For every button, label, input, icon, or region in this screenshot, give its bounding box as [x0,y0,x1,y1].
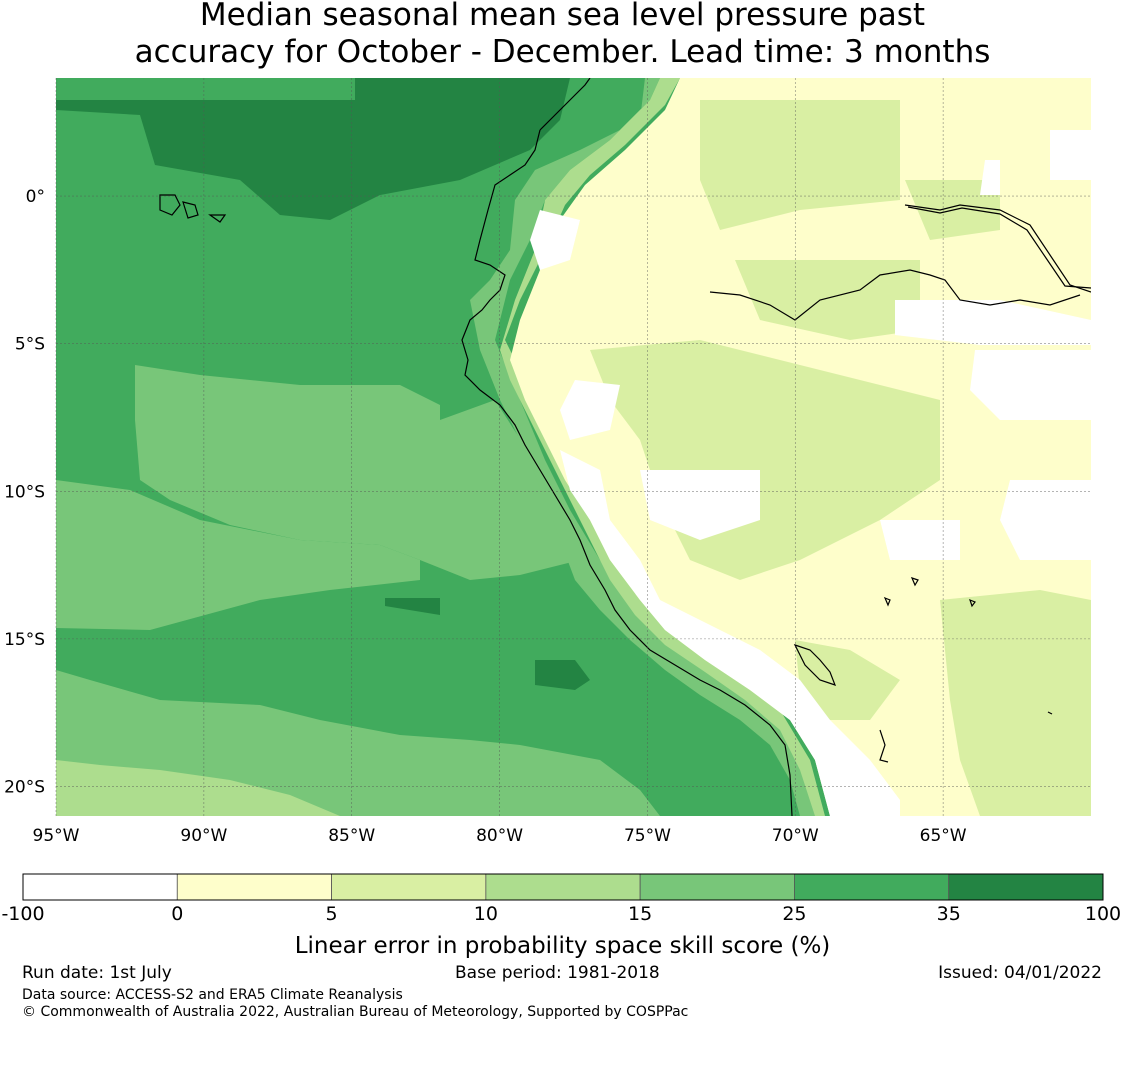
colorbar-tick-label: 35 [936,903,961,925]
colorbar-title: Linear error in probability space skill … [294,933,831,959]
colorbar-segment [639,873,795,901]
copyright: © Commonwealth of Australia 2022, Austra… [22,1004,689,1020]
map-title-line2: accuracy for October - December. Lead ti… [134,34,991,70]
colorbar-tick-label: 15 [628,903,653,925]
skill-region-below-0-f [970,350,1091,420]
colorbar-tick-label: -100 [1,903,45,925]
lon-tick-label: 70°W [772,826,819,846]
colorbar-segment [948,873,1104,901]
colorbar-segment [794,873,950,901]
lon-tick-label: 90°W [180,826,227,846]
lat-tick-label: 0° [26,187,45,207]
colorbar-tick-label: 10 [473,903,498,925]
skill-region-5-10-a [700,100,900,230]
skill-region-15-25-coast [470,78,820,816]
skill-region-10-15 [56,760,340,816]
skill-region-35-100-north [56,78,570,220]
colorbar-tick-label: 100 [1084,903,1122,925]
gridlines [55,78,1091,816]
colorbar [22,873,1104,901]
colorbar-segment [331,873,487,901]
colorbar-segment [176,873,332,901]
skill-region-below-0-i [1050,130,1091,180]
longitude-ticks: 95°W 90°W 85°W 80°W 75°W 70°W 65°W [33,826,967,846]
skill-region-15-25-central [135,365,580,580]
colorbar-segment [22,873,178,901]
lon-tick-label: 80°W [476,826,523,846]
skill-region-below-0-a [560,380,620,440]
skill-region-below-0-d [530,210,580,270]
latitude-ticks: 0° 5°S 10°S 15°S 20°S [4,187,45,797]
base-period: Base period: 1981-2018 [455,963,660,983]
skill-region-below-0-j [980,160,1000,195]
skill-region-35-100-patch [535,660,590,690]
skill-region-5-10-e [795,640,900,720]
lat-tick-label: 20°S [4,777,45,797]
colorbar-segment [485,873,641,901]
lat-tick-label: 5°S [15,335,45,355]
map-title-line1: Median seasonal mean sea level pressure … [199,0,926,33]
skill-region-below-0-g [1000,480,1091,560]
skill-region-below-0-e [895,300,1091,345]
issued-date: Issued: 04/01/2022 [938,963,1102,983]
colorbar-tick-label: 5 [325,903,338,925]
data-source: Data source: ACCESS-S2 and ERA5 Climate … [22,987,403,1003]
colorbar-segments [22,873,1104,901]
colorbar-tick-label: 25 [782,903,807,925]
skill-region-below-0-b [560,450,900,816]
skill-region-10-15-coast [500,78,825,816]
lon-tick-label: 95°W [33,826,80,846]
skill-field [56,78,1091,816]
lon-tick-label: 65°W [920,826,967,846]
lon-tick-label: 75°W [624,826,671,846]
lon-tick-label: 85°W [328,826,375,846]
skill-region-below-0-c [640,470,760,540]
lat-tick-label: 10°S [4,482,45,502]
lat-tick-label: 15°S [4,630,45,650]
skill-region-35-100-patch2 [385,598,440,615]
colorbar-outline [22,873,1104,901]
coastline [159,78,1091,816]
skill-region-15-25-west [56,480,420,630]
run-date: Run date: 1st July [22,963,172,983]
skill-region-below-0-h [880,520,960,560]
colorbar-tick-label: 0 [171,903,184,925]
skill-map: 95°W 90°W 85°W 80°W 75°W 70°W 65°W 0° 5°S 10°S 15… [4,78,1091,846]
skill-region-5-10-d [940,590,1091,816]
